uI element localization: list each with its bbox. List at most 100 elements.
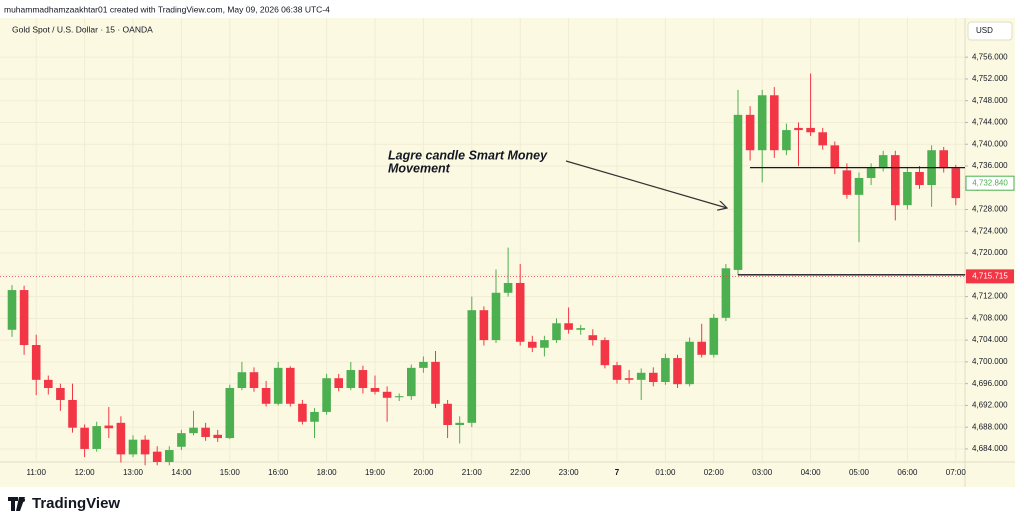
candle-body [7, 290, 17, 330]
x-tick-label: 7 [615, 468, 620, 477]
time-axis-background [0, 462, 1015, 487]
x-tick-label: 15:00 [220, 468, 241, 477]
candle-body [661, 358, 670, 383]
x-tick-label: 04:00 [801, 468, 822, 477]
candle-body [794, 127, 803, 131]
candle-body [552, 323, 561, 341]
candle-body [394, 396, 404, 398]
candle-body [298, 403, 307, 422]
candle-body [31, 345, 41, 380]
candle-body [346, 370, 356, 388]
candle-body [854, 177, 864, 195]
candle-body [951, 168, 961, 199]
brand-logo [8, 497, 25, 511]
x-tick-label: 07:00 [946, 468, 967, 477]
annotation-arrow [565, 160, 727, 208]
price-label-box [966, 269, 1014, 284]
candle-body [939, 150, 948, 169]
candle-body [600, 340, 610, 366]
candle-body [818, 132, 827, 146]
brand: TradingView [32, 495, 120, 512]
symbol: Gold Spot / U.S. Dollar · 15 · OANDA [12, 24, 153, 34]
x-tick-label: 16:00 [268, 468, 289, 477]
candle-body [152, 451, 162, 462]
candle-body [140, 439, 150, 455]
currency-box[interactable] [967, 21, 1013, 41]
x-tick-label: 06:00 [897, 468, 918, 477]
annotation-line: Lagre candle Smart Money [388, 148, 548, 162]
y-tick-label: 4,688.000 [972, 422, 1008, 431]
candle-body [540, 340, 549, 348]
candle-body [733, 114, 743, 270]
candle-body [528, 341, 537, 348]
price-label: 4,715.715 [972, 271, 1008, 280]
candle-body [116, 422, 126, 455]
candle-body [80, 427, 89, 449]
candle-body [479, 310, 489, 341]
y-tick-label: 4,728.000 [972, 205, 1008, 214]
y-tick-label: 4,696.000 [972, 379, 1008, 388]
x-tick-label: 13:00 [123, 468, 144, 477]
y-tick-label: 4,684.000 [972, 444, 1008, 453]
x-tick-label: 03:00 [752, 468, 773, 477]
x-tick-label: 19:00 [365, 468, 386, 477]
candle-body [467, 310, 477, 423]
candle-body [697, 341, 706, 355]
candle-body [806, 127, 815, 133]
candle-body [273, 367, 283, 404]
candle-body [44, 379, 53, 388]
x-tick-label: 18:00 [317, 468, 338, 477]
candle-body [56, 388, 65, 400]
currency[interactable]: USD [976, 26, 993, 35]
y-tick-label: 4,704.000 [972, 335, 1008, 344]
y-tick-label: 4,744.000 [972, 118, 1008, 127]
candle-body [636, 372, 646, 380]
candle-body [915, 171, 924, 186]
y-tick-label: 4,740.000 [972, 139, 1008, 148]
candle-body [685, 341, 694, 385]
candle-body [201, 427, 210, 437]
candle-body [612, 365, 622, 380]
candle-body [721, 268, 731, 318]
candle-body [491, 292, 501, 341]
y-tick-label: 4,712.000 [972, 292, 1008, 301]
candle-body [842, 170, 852, 195]
candle-body [286, 367, 295, 404]
candle-body [878, 155, 888, 169]
plot-background [0, 18, 965, 462]
candle-body [649, 372, 658, 383]
y-tick-label: 4,756.000 [972, 52, 1008, 61]
candle-body [782, 130, 791, 151]
y-tick-label: 4,700.000 [972, 357, 1008, 366]
candle-body [261, 388, 271, 404]
candle-body [19, 290, 29, 346]
candle-body [866, 168, 876, 178]
annotation-line: Movement [388, 161, 451, 175]
candles [7, 73, 961, 466]
candle-body [745, 114, 755, 151]
x-tick-label: 12:00 [75, 468, 96, 477]
candle-body [576, 328, 585, 330]
x-tick-label: 01:00 [655, 468, 676, 477]
candle-body [92, 426, 101, 449]
candle-body [515, 282, 525, 342]
x-tick-label: 22:00 [510, 468, 531, 477]
candle-body [443, 403, 452, 425]
y-tick-label: 4,692.000 [972, 401, 1008, 410]
credit: muhammadhamzaakhtar01 created with Tradi… [4, 4, 330, 14]
candle-body [830, 145, 840, 169]
candle-body [322, 378, 331, 412]
candle-body [358, 370, 368, 388]
last-price-label: 4,732.840 [972, 178, 1008, 187]
candle-body [503, 282, 513, 293]
x-tick-label: 21:00 [462, 468, 483, 477]
y-tick-label: 4,724.000 [972, 226, 1008, 235]
last-price-box [965, 175, 1015, 191]
y-tick-label: 4,748.000 [972, 96, 1008, 105]
candle-body [225, 388, 235, 439]
x-tick-label: 14:00 [171, 468, 192, 477]
candle-body [382, 391, 392, 398]
candle-body [891, 155, 900, 206]
x-tick-label: 11:00 [26, 468, 46, 477]
